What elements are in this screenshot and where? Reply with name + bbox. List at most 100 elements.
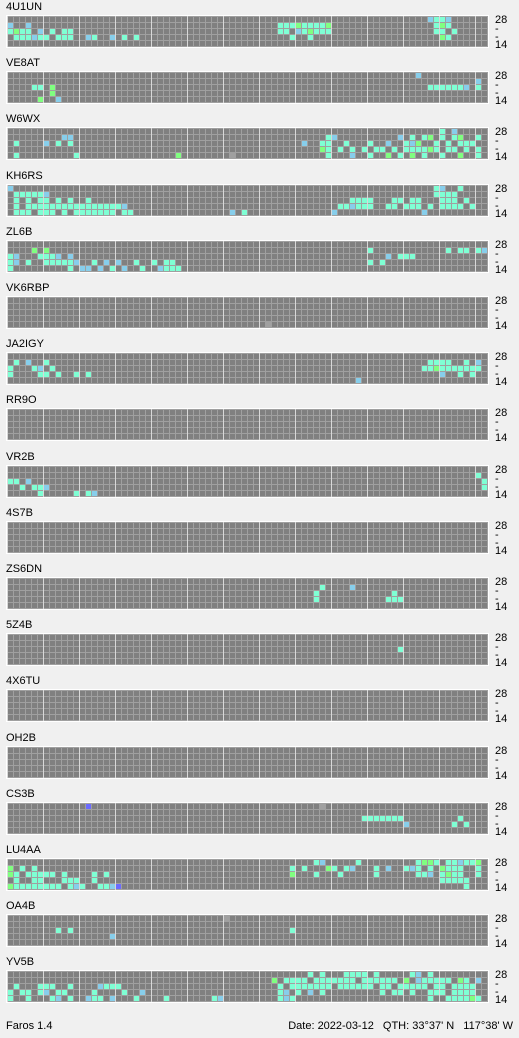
- grid-cell: [260, 304, 265, 309]
- grid-cell: [458, 210, 463, 215]
- grid-cell: [260, 635, 265, 640]
- grid-cell: [236, 17, 241, 22]
- grid-cell: [38, 579, 43, 584]
- grid-cell: [104, 266, 109, 271]
- grid-cell: [140, 491, 145, 496]
- grid-cell: [482, 304, 487, 309]
- grid-cell: [434, 591, 439, 596]
- activity-cell: [386, 141, 391, 146]
- activity-cell: [68, 266, 73, 271]
- grid-cell: [326, 641, 331, 646]
- grid-cell: [476, 653, 481, 658]
- grid-cell: [74, 579, 79, 584]
- grid-cell: [476, 41, 481, 46]
- grid-cell: [404, 416, 409, 421]
- band-tick-label: -: [495, 481, 499, 493]
- grid-cell: [182, 316, 187, 321]
- grid-cell: [68, 597, 73, 602]
- grid-cell: [350, 135, 355, 140]
- grid-cell: [20, 416, 25, 421]
- grid-cell: [410, 73, 415, 78]
- grid-cell: [236, 467, 241, 472]
- grid-cell: [236, 585, 241, 590]
- grid-cell: [284, 254, 289, 259]
- grid-cell: [296, 467, 301, 472]
- activity-cell: [398, 254, 403, 259]
- grid-cell: [482, 428, 487, 433]
- grid-cell: [374, 17, 379, 22]
- grid-cell: [470, 535, 475, 540]
- grid-cell: [338, 585, 343, 590]
- grid-cell: [122, 641, 127, 646]
- grid-cell: [320, 316, 325, 321]
- grid-cell: [26, 591, 31, 596]
- grid-cell: [158, 186, 163, 191]
- grid-cell: [140, 41, 145, 46]
- activity-cell: [446, 204, 451, 209]
- grid-cell: [482, 591, 487, 596]
- hour-separator: [187, 578, 188, 609]
- grid-cell: [122, 23, 127, 28]
- grid-cell: [464, 186, 469, 191]
- grid-cell: [116, 266, 121, 271]
- grid-cell: [362, 254, 367, 259]
- grid-cell: [350, 422, 355, 427]
- grid-cell: [404, 23, 409, 28]
- grid-cell: [80, 17, 85, 22]
- grid-cell: [356, 266, 361, 271]
- grid-cell: [224, 360, 229, 365]
- grid-cell: [98, 416, 103, 421]
- grid-cell: [56, 422, 61, 427]
- grid-cell: [122, 416, 127, 421]
- grid-cell: [356, 29, 361, 34]
- grid-cell: [380, 579, 385, 584]
- grid-cell: [254, 304, 259, 309]
- grid-cell: [92, 428, 97, 433]
- grid-cell: [44, 529, 49, 534]
- grid-cell: [230, 248, 235, 253]
- grid-cell: [32, 428, 37, 433]
- grid-cell: [338, 467, 343, 472]
- grid-cell: [350, 186, 355, 191]
- grid-cell: [182, 304, 187, 309]
- grid-cell: [92, 29, 97, 34]
- grid-cell: [68, 248, 73, 253]
- activity-cell: [44, 204, 49, 209]
- grid-cell: [230, 653, 235, 658]
- grid-cell: [140, 322, 145, 327]
- activity-grid: [6, 633, 489, 666]
- grid-cell: [140, 535, 145, 540]
- grid-cell: [482, 535, 487, 540]
- grid-cell: [350, 591, 355, 596]
- grid-cell: [104, 79, 109, 84]
- grid-cell: [290, 653, 295, 658]
- grid-cell: [440, 310, 445, 315]
- grid-cell: [236, 304, 241, 309]
- activity-cell: [8, 372, 13, 377]
- grid-cell: [326, 422, 331, 427]
- grid-cell: [332, 591, 337, 596]
- grid-cell: [326, 186, 331, 191]
- grid-cell: [362, 491, 367, 496]
- grid-cell: [92, 248, 97, 253]
- grid-cell: [248, 29, 253, 34]
- grid-cell: [158, 23, 163, 28]
- grid-cell: [14, 422, 19, 427]
- grid-cell: [218, 17, 223, 22]
- activity-cell: [164, 266, 169, 271]
- grid-cell: [32, 579, 37, 584]
- grid-cell: [140, 591, 145, 596]
- grid-cell: [62, 485, 67, 490]
- grid-cell: [392, 135, 397, 140]
- grid-cell: [320, 410, 325, 415]
- grid-cell: [332, 198, 337, 203]
- grid-cell: [188, 91, 193, 96]
- grid-cell: [320, 210, 325, 215]
- grid-cell: [308, 491, 313, 496]
- grid-cell: [386, 135, 391, 140]
- grid-cell: [362, 591, 367, 596]
- grid-cell: [308, 41, 313, 46]
- grid-cell: [308, 135, 313, 140]
- grid-cell: [134, 479, 139, 484]
- grid-cell: [122, 653, 127, 658]
